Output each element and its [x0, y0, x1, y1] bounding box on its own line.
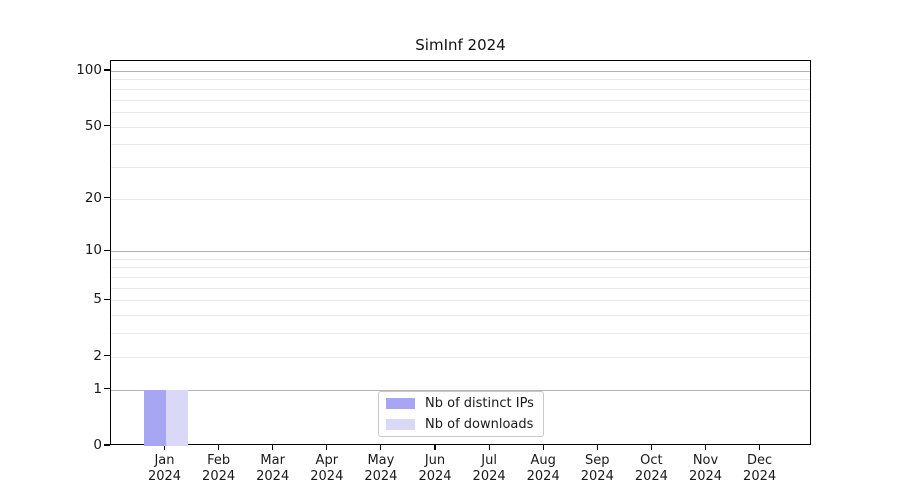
bar-nb-of-downloads-jan: [165, 389, 188, 446]
x-tick-mark: [542, 445, 544, 450]
x-tick-year: 2024: [418, 469, 452, 484]
x-tick-label: Jun 2024: [403, 453, 467, 485]
x-tick-month: Jun: [424, 453, 446, 468]
gridline-minor: [111, 315, 810, 317]
x-tick-month: Jul: [481, 453, 497, 468]
x-tick-mark: [380, 445, 382, 450]
x-tick-month: Mar: [260, 453, 285, 468]
plot-area: [110, 60, 811, 446]
x-tick-mark: [596, 445, 598, 450]
x-tick-label: Apr 2024: [295, 453, 359, 485]
x-tick-label: Sep 2024: [565, 453, 629, 485]
x-tick-month: Dec: [747, 453, 773, 468]
gridline-minor: [111, 300, 810, 302]
y-tick-mark: [104, 69, 110, 71]
y-tick-label: 100: [76, 62, 102, 78]
gridline-minor: [111, 166, 810, 168]
y-tick-label: 5: [93, 291, 102, 308]
x-tick-year: 2024: [256, 469, 290, 484]
x-tick-year: 2024: [526, 469, 560, 484]
x-tick-month: Apr: [315, 453, 339, 468]
gridline-minor: [111, 99, 810, 101]
x-tick-mark: [759, 445, 761, 450]
y-tick-label: 10: [84, 242, 102, 259]
chart-title: SimInf 2024: [415, 36, 506, 54]
x-tick-month: Nov: [692, 453, 719, 468]
y-tick-mark: [104, 197, 110, 199]
x-tick-month: Aug: [530, 453, 556, 468]
x-tick-mark: [650, 445, 652, 450]
y-tick-label: 1: [93, 380, 102, 397]
legend-row-distinct-ips: Nb of distinct IPs: [386, 395, 543, 413]
gridline-major: [111, 251, 810, 253]
x-tick-label: May 2024: [349, 453, 413, 485]
x-tick-month: Jan: [154, 453, 175, 468]
x-tick-mark: [488, 445, 490, 450]
gridline-major: [111, 71, 810, 72]
x-tick-year: 2024: [364, 469, 398, 484]
x-tick-label: Aug 2024: [511, 453, 575, 485]
x-tick-mark: [704, 445, 707, 450]
x-tick-label: Jul 2024: [457, 453, 521, 485]
x-tick-month: Feb: [207, 453, 231, 468]
gridline-minor: [111, 111, 810, 113]
legend-label-downloads: Nb of downloads: [425, 416, 534, 432]
x-tick-label: Dec 2024: [728, 453, 792, 485]
y-tick-mark: [104, 388, 110, 390]
x-tick-year: 2024: [202, 469, 236, 484]
y-tick-label: 2: [93, 347, 102, 364]
gridline-minor: [111, 356, 810, 358]
x-tick-year: 2024: [147, 469, 182, 484]
y-tick-label: 20: [84, 189, 102, 206]
x-tick-year: 2024: [634, 469, 668, 484]
y-tick-mark: [104, 298, 110, 300]
x-tick-label: Oct 2024: [619, 453, 683, 485]
gridline-minor: [111, 144, 810, 146]
gridline-minor: [111, 267, 810, 269]
x-tick-mark: [326, 445, 328, 450]
x-tick-label: Jan 2024: [133, 453, 197, 485]
y-tick-mark: [104, 355, 110, 357]
x-tick-month: Sep: [585, 453, 610, 468]
gridline-minor: [111, 88, 810, 90]
x-tick-year: 2024: [310, 469, 344, 484]
legend-swatch-downloads: [386, 419, 415, 430]
x-tick-mark: [218, 445, 220, 450]
y-tick-label: 50: [84, 117, 102, 134]
x-tick-month: May: [367, 453, 395, 468]
gridline-minor: [111, 198, 810, 200]
gridline-minor: [111, 258, 810, 260]
x-tick-label: Feb 2024: [187, 453, 251, 485]
x-tick-mark: [163, 445, 166, 450]
x-tick-label: Mar 2024: [241, 453, 305, 485]
gridline-minor: [111, 126, 810, 128]
x-tick-mark: [272, 445, 274, 450]
gridline-major: [111, 389, 810, 391]
legend-label-distinct-ips: Nb of distinct IPs: [425, 395, 534, 411]
gridline-minor: [111, 333, 810, 335]
y-tick-mark: [104, 444, 110, 446]
legend-row-downloads: Nb of downloads: [386, 416, 543, 434]
y-tick-mark: [104, 124, 110, 127]
x-tick-month: Oct: [640, 453, 663, 468]
x-tick-year: 2024: [580, 469, 614, 484]
y-tick-mark: [104, 249, 110, 251]
x-tick-label: Nov 2024: [674, 453, 738, 485]
legend-swatch-distinct-ips: [386, 398, 415, 409]
x-tick-year: 2024: [472, 469, 506, 484]
y-tick-label: 0: [93, 437, 102, 453]
legend: Nb of distinct IPs Nb of downloads: [378, 391, 544, 437]
x-tick-year: 2024: [743, 469, 777, 484]
bar-nb-of-distinct-ips-jan: [143, 389, 166, 446]
x-tick-mark: [434, 445, 436, 450]
gridline-minor: [111, 277, 810, 279]
gridline-minor: [111, 287, 810, 289]
gridline-minor: [111, 79, 810, 81]
x-tick-year: 2024: [688, 469, 723, 484]
